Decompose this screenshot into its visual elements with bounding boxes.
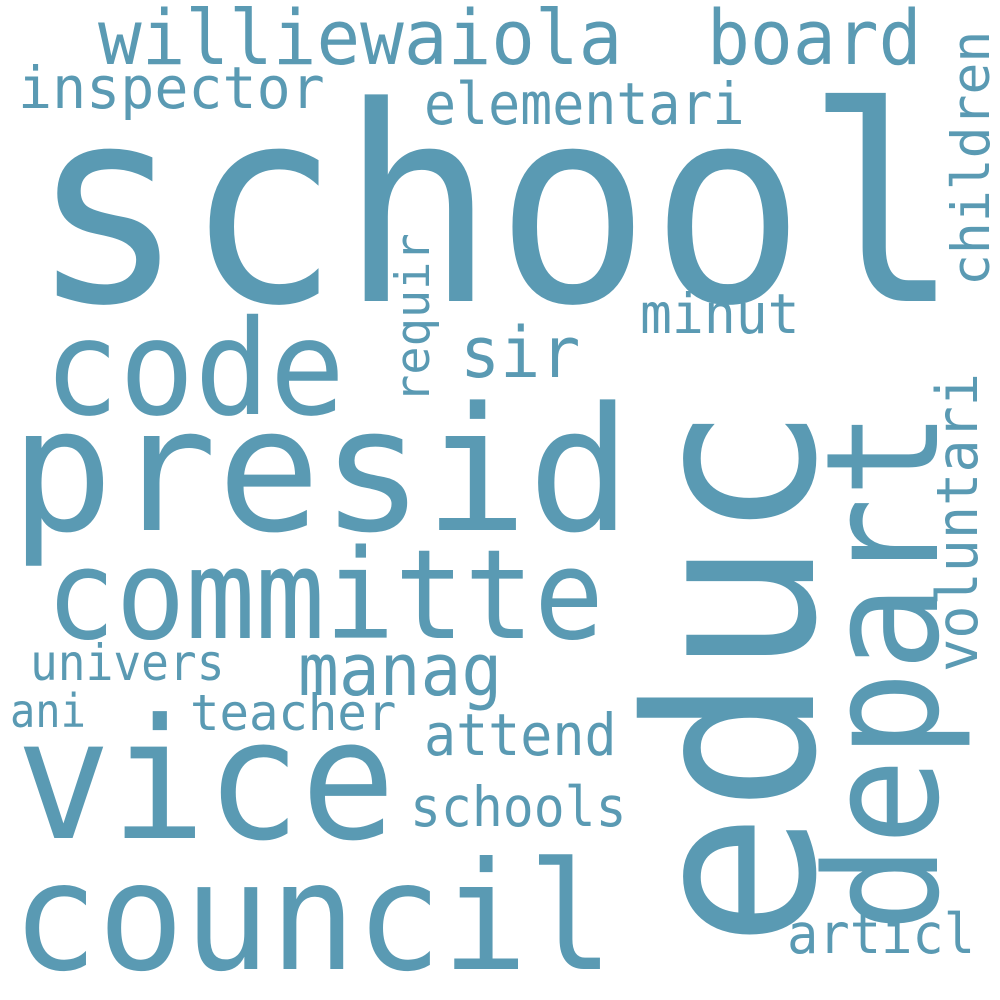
word-ani: ani [10, 684, 86, 738]
word-school: school [30, 50, 961, 366]
word-williewaiola: williewaiola [98, 0, 623, 82]
word-committe: committe [46, 524, 604, 668]
word-code: code [44, 292, 346, 446]
word-board: board [707, 0, 922, 82]
word-children: children [941, 30, 1000, 286]
word-vice: vice [16, 684, 396, 878]
word-attend: attend [424, 701, 617, 769]
word-teacher: teacher [190, 684, 397, 742]
word-minut: minut [640, 282, 800, 346]
word-elementari: elementari [424, 70, 745, 138]
word-sir: sir [460, 312, 581, 394]
word-manag: manag [298, 628, 503, 712]
word-requir: requir [386, 233, 441, 403]
word-council: council [12, 831, 614, 1000]
word-voluntari: voluntari [925, 373, 991, 672]
word-univers: univers [30, 634, 225, 692]
word-articl: articl [787, 902, 976, 966]
word-schools: schools [410, 775, 627, 839]
word-inspector: inspector [18, 54, 325, 122]
word-presid: presid [10, 370, 632, 571]
